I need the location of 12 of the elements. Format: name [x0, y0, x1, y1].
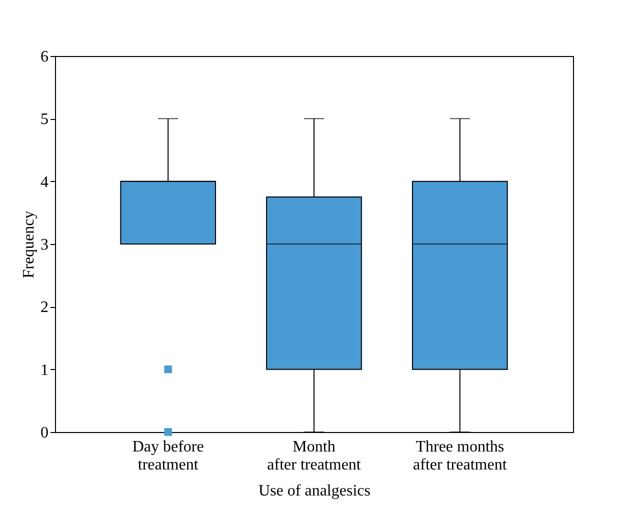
y-tick-label: 0: [40, 424, 48, 442]
y-axis-title: Frequency: [20, 210, 38, 278]
y-tick-label: 6: [40, 48, 48, 66]
y-tick-label: 3: [40, 236, 48, 254]
y-tick-label: 4: [40, 174, 48, 191]
y-tick-label: 2: [40, 299, 48, 316]
x-axis-title: Use of analgesics: [258, 482, 370, 500]
y-tick-label: 5: [40, 111, 48, 128]
x-tick-label: Day before treatment: [132, 438, 204, 474]
y-tick-label: 1: [40, 362, 48, 379]
x-tick-label: Three months after treatment: [413, 438, 508, 474]
x-tick-label: Month after treatment: [267, 438, 362, 474]
